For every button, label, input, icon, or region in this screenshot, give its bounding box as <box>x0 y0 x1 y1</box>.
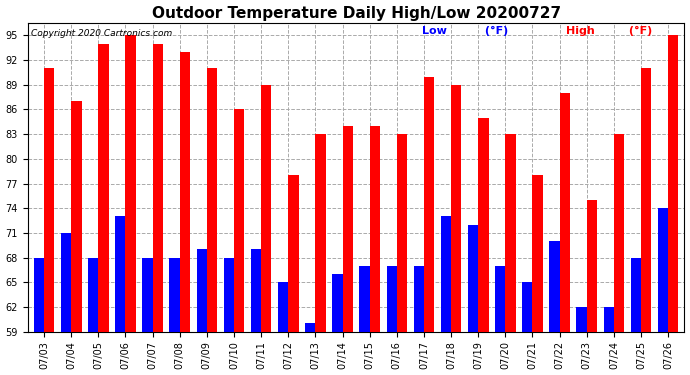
Bar <box>631 258 641 332</box>
Bar <box>207 68 217 332</box>
Bar <box>614 134 624 332</box>
Bar <box>386 266 397 332</box>
Text: (°F): (°F) <box>481 26 508 36</box>
Title: Outdoor Temperature Daily High/Low 20200727: Outdoor Temperature Daily High/Low 20200… <box>152 6 561 21</box>
Bar <box>261 85 271 332</box>
Bar <box>332 274 342 332</box>
Bar <box>397 134 407 332</box>
Bar <box>560 93 570 332</box>
Bar <box>505 134 515 332</box>
Text: Copyright 2020 Cartronics.com: Copyright 2020 Cartronics.com <box>31 29 172 38</box>
Bar <box>44 68 55 332</box>
Bar <box>359 266 370 332</box>
Text: High: High <box>566 26 595 36</box>
Bar <box>342 126 353 332</box>
Bar <box>658 208 668 332</box>
Bar <box>370 126 380 332</box>
Bar <box>522 282 533 332</box>
Bar <box>126 36 136 332</box>
Bar <box>288 175 299 332</box>
Bar <box>668 36 678 332</box>
Bar <box>224 258 234 332</box>
Bar <box>549 241 560 332</box>
Bar <box>99 44 108 332</box>
Bar <box>315 134 326 332</box>
Bar <box>34 258 44 332</box>
Bar <box>495 266 505 332</box>
Bar <box>478 118 489 332</box>
Bar <box>441 216 451 332</box>
Bar <box>88 258 99 332</box>
Bar <box>533 175 543 332</box>
Bar <box>61 233 71 332</box>
Bar <box>179 52 190 332</box>
Bar <box>424 76 434 332</box>
Bar <box>468 225 478 332</box>
Bar <box>413 266 424 332</box>
Bar <box>170 258 179 332</box>
Bar <box>278 282 288 332</box>
Text: Low: Low <box>422 26 446 36</box>
Bar <box>576 307 586 332</box>
Text: (°F): (°F) <box>625 26 653 36</box>
Bar <box>152 44 163 332</box>
Bar <box>305 323 315 332</box>
Bar <box>604 307 614 332</box>
Bar <box>71 101 81 332</box>
Bar <box>142 258 152 332</box>
Bar <box>451 85 462 332</box>
Bar <box>641 68 651 332</box>
Bar <box>115 216 126 332</box>
Bar <box>251 249 261 332</box>
Bar <box>586 200 597 332</box>
Bar <box>234 110 244 332</box>
Bar <box>197 249 207 332</box>
